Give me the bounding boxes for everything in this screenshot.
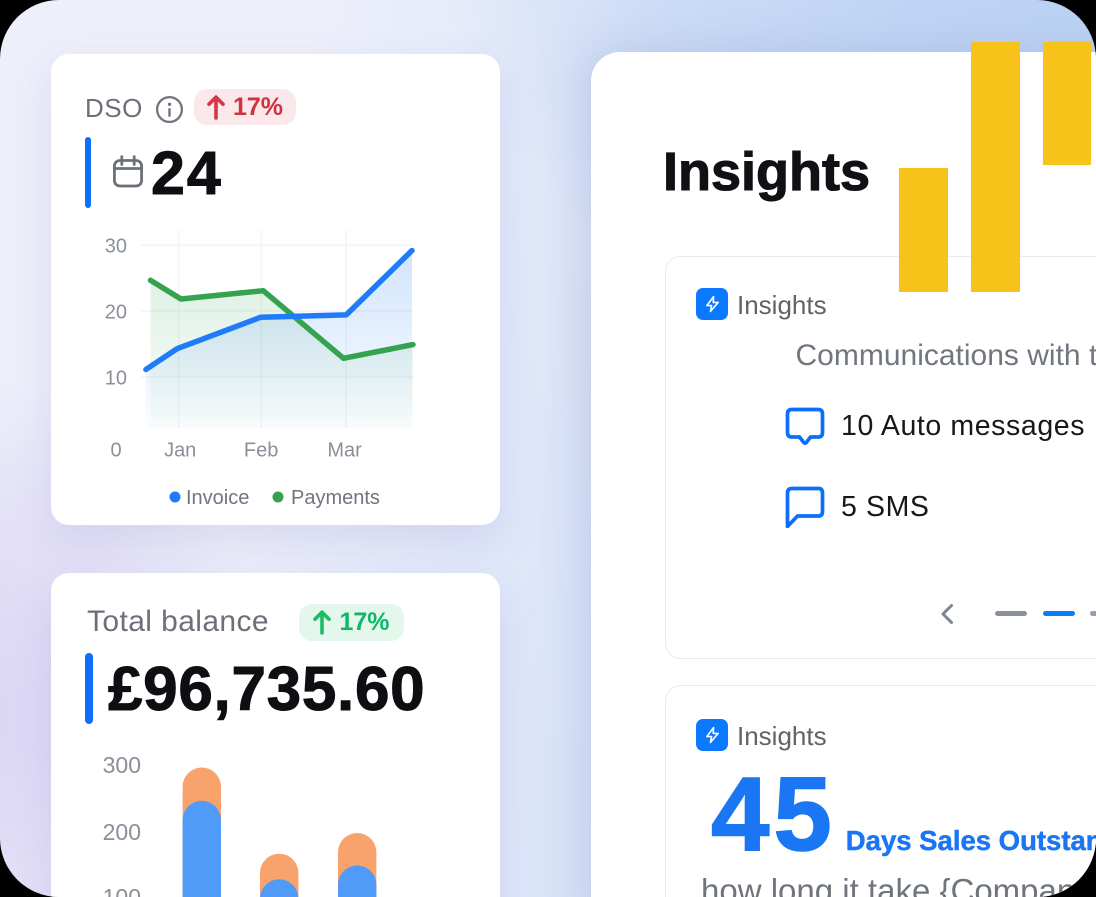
svg-text:300: 300 xyxy=(103,752,141,778)
svg-text:Feb: Feb xyxy=(244,439,278,461)
svg-text:Mar: Mar xyxy=(327,439,362,461)
svg-text:Invoice: Invoice xyxy=(186,487,249,509)
svg-text:Jan: Jan xyxy=(164,439,196,461)
svg-text:Payments: Payments xyxy=(291,487,380,509)
svg-text:30: 30 xyxy=(105,235,127,257)
svg-text:0: 0 xyxy=(110,439,121,461)
svg-text:100: 100 xyxy=(103,884,141,897)
svg-text:200: 200 xyxy=(103,819,141,845)
svg-text:20: 20 xyxy=(105,302,127,324)
svg-text:10: 10 xyxy=(105,368,127,390)
